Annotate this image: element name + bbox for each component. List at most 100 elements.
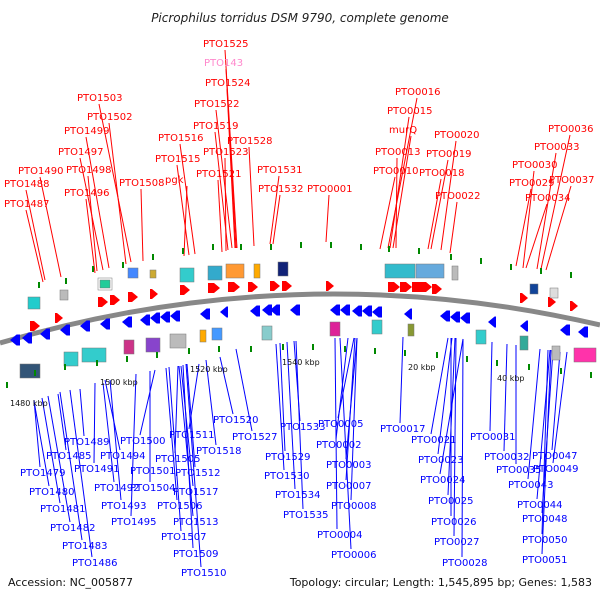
gene-label-pto0001: PTO0001: [307, 184, 352, 195]
gene-label-pto1522: PTO1522: [194, 99, 239, 110]
gene-label-pto0049: PTO0049: [533, 464, 578, 475]
scale-tick-36: [528, 364, 530, 370]
leader-line-pto1509: [182, 364, 194, 549]
leader-line-pto1506: [165, 367, 178, 501]
gene-label-pto1516: PTO1516: [158, 133, 203, 144]
gene-label-pto0025: PTO0025: [428, 496, 473, 507]
gene-arrow-rev-23: [440, 310, 450, 322]
gene-arrow-rev-28: [560, 324, 570, 336]
gene-arrow-rev-5: [100, 318, 110, 330]
leader-line-pto1500: [139, 369, 156, 436]
gene-label-pto1512: PTO1512: [175, 468, 220, 479]
gene-label-pto143: PTO143: [204, 58, 243, 69]
leader-line-pto1513: [178, 365, 194, 517]
gene-arrow-fwd-6: [180, 285, 190, 295]
leader-line-pto0047: [551, 351, 561, 451]
feature-box-17: [63, 351, 79, 367]
gene-label-pto0005: PTO0005: [318, 419, 363, 430]
gene-arrow-rev-12: [220, 306, 228, 318]
scale-label-1480-kbp: 1480 kbp: [10, 399, 48, 408]
gene-arrow-fwd-4: [128, 292, 138, 302]
gene-label-pto1518: PTO1518: [196, 446, 241, 457]
feature-box-26: [371, 319, 383, 335]
gene-arrow-rev-16: [290, 304, 300, 316]
leader-line-pto0031: [489, 341, 493, 432]
gene-arrow-rev-6: [122, 316, 132, 328]
scale-label-1520-kbp: 1520 kbp: [190, 365, 228, 374]
scale-tick-1: [65, 278, 67, 284]
gene-arrow-fwd-8: [228, 282, 240, 292]
gene-label-pto1515: PTO1515: [155, 154, 200, 165]
gene-arrow-rev-7: [140, 314, 150, 326]
feature-box-0: [27, 296, 41, 310]
gene-arrow-rev-9: [160, 311, 170, 323]
scale-tick-21: [64, 364, 66, 370]
leader-line-pto1485: [57, 393, 67, 451]
gene-arrow-rev-1: [22, 332, 32, 344]
gene-label-pto0019: PTO0019: [426, 149, 471, 160]
gene-label-pto0010: PTO0010: [373, 166, 418, 177]
leader-line-pto0033: [536, 152, 557, 270]
leader-line-pto0036: [540, 134, 571, 270]
gene-arrow-rev-22: [404, 308, 412, 320]
gene-label-pto1481: PTO1481: [40, 504, 85, 515]
leader-line-pto1517: [180, 365, 194, 487]
leader-line-pto0050: [541, 349, 549, 535]
leader-line-pto0017: [399, 336, 404, 424]
leader-line-pto1507: [168, 366, 182, 532]
leader-line-pto1483: [59, 391, 83, 541]
leader-line-pto0034: [525, 203, 548, 269]
leader-line-pto1486: [69, 389, 93, 558]
feature-box-19: [123, 339, 135, 355]
feature-box-12: [415, 263, 445, 279]
leader-line-pgk: [183, 185, 188, 257]
gene-label-pto1494: PTO1494: [100, 451, 145, 462]
gene-arrow-fwd-11: [282, 281, 292, 291]
leader-line-pto0028: [461, 338, 464, 558]
scale-tick-23: [126, 356, 128, 362]
gene-arrow-fwd-3: [110, 295, 120, 305]
gene-label-pto0026: PTO0026: [431, 517, 476, 528]
leader-line-pto1496: [85, 198, 96, 274]
gene-label-pto0036: PTO0036: [548, 124, 593, 135]
scale-label-20-kbp: 20 kbp: [408, 363, 436, 372]
gene-arrow-fwd-0: [30, 321, 40, 331]
feature-box-29: [519, 335, 529, 351]
scale-tick-15: [480, 258, 482, 264]
feature-box-30: [573, 347, 597, 363]
leader-line-pto1518: [205, 359, 217, 446]
gene-label-pto0002: PTO0002: [316, 440, 361, 451]
gene-arrow-rev-3: [60, 324, 70, 336]
leader-line-pto1529: [279, 342, 286, 452]
scale-labels: 1480 kbp 1500 kbp 1520 kbp 1540 kbp 20 kbp 40…: [10, 358, 525, 408]
gene-label-pto0020: PTO0020: [434, 130, 479, 141]
feature-box-25: [329, 321, 341, 337]
scale-tick-12: [388, 246, 390, 252]
gene-label-pto0044: PTO0044: [517, 500, 562, 511]
leader-line-pto1524: [226, 88, 236, 249]
gene-label-pto1491: PTO1491: [74, 464, 119, 475]
gene-label-pto1527: PTO1527: [232, 432, 277, 443]
gene-label-pto0003: PTO0003: [326, 460, 371, 471]
reverse-strand-track: [10, 304, 588, 346]
leader-line-pto1521: [217, 179, 223, 253]
gene-arrow-rev-24: [450, 311, 460, 323]
gene-label-pto0024: PTO0024: [420, 475, 465, 486]
leader-line-pto0006: [339, 337, 352, 550]
forward-leader-lines: [25, 49, 572, 283]
leader-line-pto1523: [224, 157, 227, 252]
topology-label: Topology: circular; Length: 1,545,895 bp…: [289, 576, 592, 589]
gene-label-pto0008: PTO0008: [331, 501, 376, 512]
gene-arrow-rev-27: [520, 320, 528, 332]
scale-tick-19: [6, 382, 8, 388]
gene-arrow-fwd-13: [388, 282, 400, 292]
gene-arrow-rev-26: [488, 316, 496, 328]
scale-tick-6: [212, 244, 214, 250]
feature-box-6: [179, 267, 195, 283]
gene-label-pto1535: PTO1535: [283, 510, 328, 521]
gene-label-pto1510: PTO1510: [181, 568, 226, 579]
feature-box-18: [81, 347, 107, 363]
gene-arrow-fwd-9: [248, 282, 258, 292]
feature-box-4: [127, 267, 139, 279]
